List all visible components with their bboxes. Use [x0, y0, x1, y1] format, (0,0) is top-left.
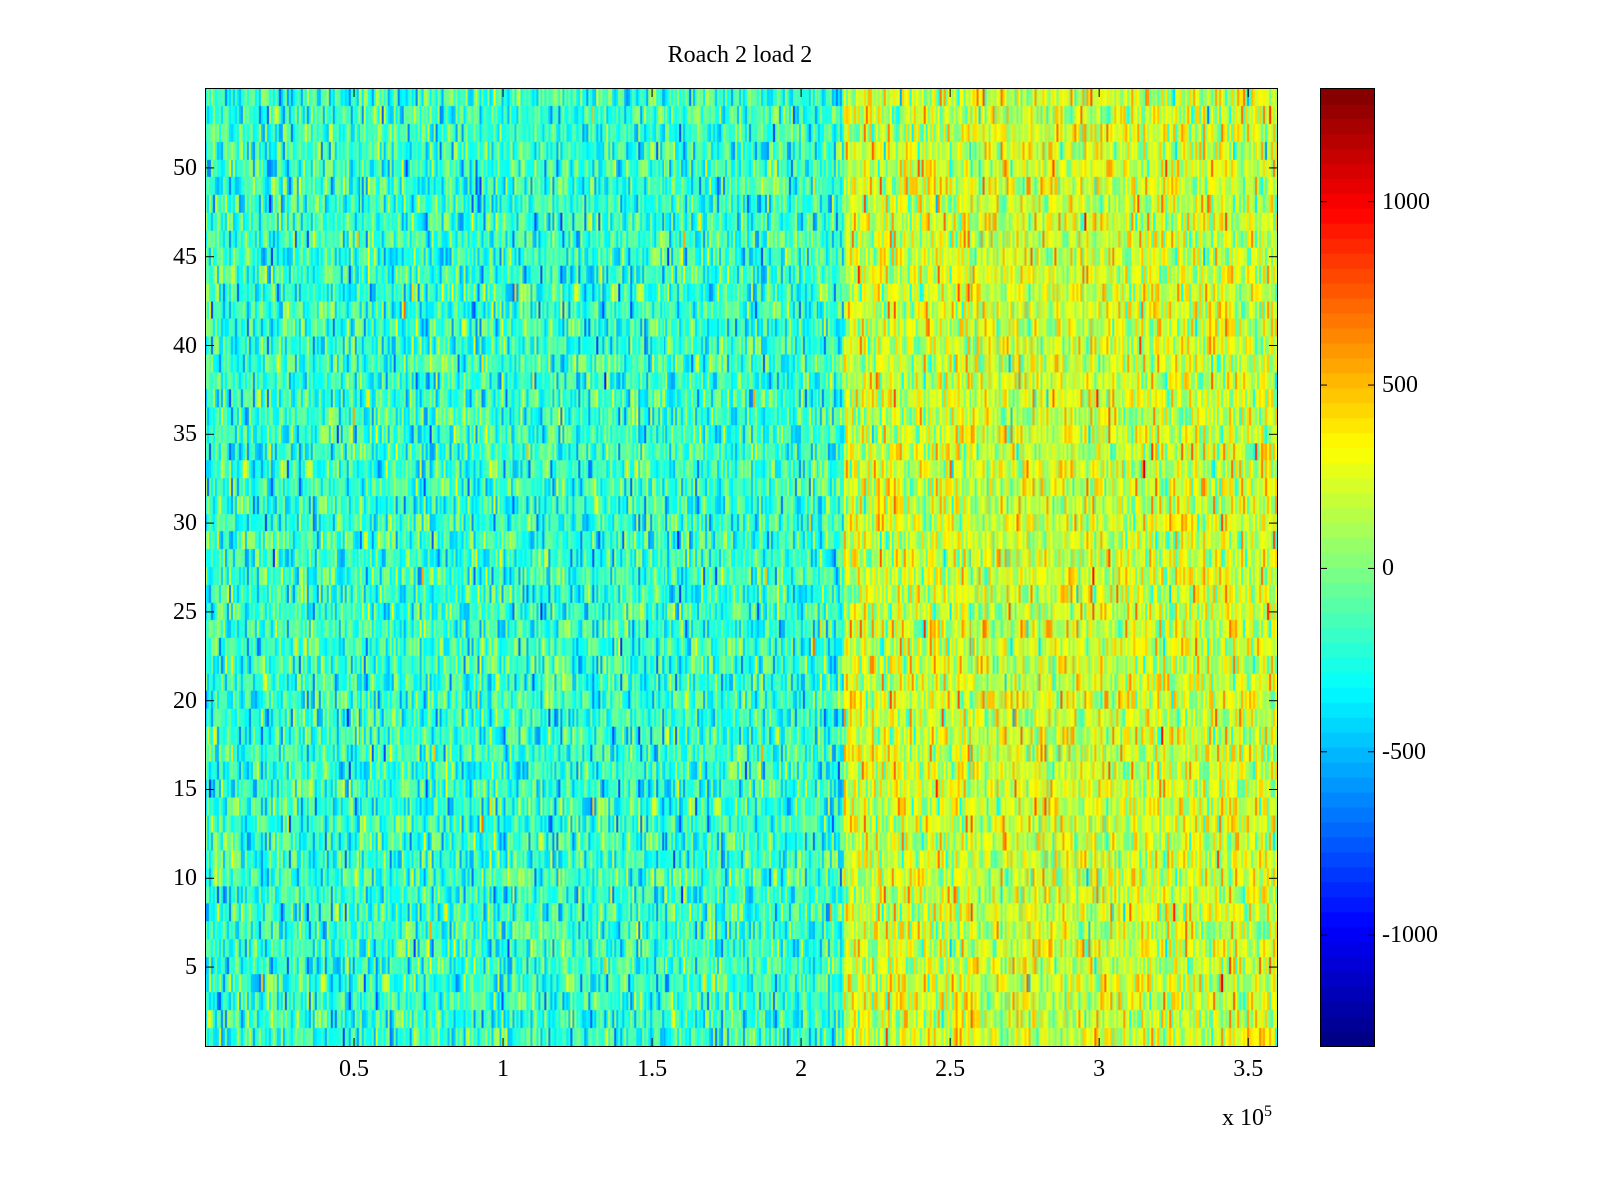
chart-title: Roach 2 load 2 — [667, 42, 813, 68]
y-tick-label: 25 — [173, 598, 197, 625]
y-tick-label: 5 — [185, 954, 197, 981]
colorbar-tick-label: 500 — [1382, 372, 1418, 399]
y-tick-label: 35 — [173, 421, 197, 448]
colorbar-tick-label: 1000 — [1382, 188, 1430, 215]
y-tick-label: 40 — [173, 332, 197, 359]
colorbar-tick-label: -1000 — [1382, 922, 1438, 949]
y-tick-label: 45 — [173, 243, 197, 270]
colorbar — [1320, 88, 1375, 1047]
heatmap-cells — [206, 89, 1277, 1046]
heatmap-plot-area — [205, 88, 1278, 1047]
x-tick-label: 2 — [795, 1056, 808, 1082]
colorbar-gradient — [1321, 89, 1374, 1046]
x-exponent-power: 5 — [1264, 1103, 1272, 1120]
x-axis-exponent: x 105 — [1222, 1103, 1272, 1132]
x-tick-label: 2.5 — [935, 1056, 966, 1082]
x-exponent-base: x 10 — [1222, 1105, 1264, 1131]
x-tick-label: 3.5 — [1233, 1056, 1264, 1082]
y-tick-label: 15 — [173, 776, 197, 803]
y-tick-label: 50 — [173, 154, 197, 181]
colorbar-tick-label: -500 — [1382, 738, 1426, 765]
x-tick-label: 1 — [497, 1056, 510, 1082]
y-tick-label: 10 — [173, 865, 197, 892]
y-tick-label: 30 — [173, 510, 197, 537]
colorbar-tick-label: 0 — [1382, 555, 1394, 582]
y-tick-label: 20 — [173, 687, 197, 714]
x-tick-label: 0.5 — [339, 1056, 370, 1082]
x-tick-label: 3 — [1093, 1056, 1106, 1082]
x-tick-label: 1.5 — [637, 1056, 668, 1082]
